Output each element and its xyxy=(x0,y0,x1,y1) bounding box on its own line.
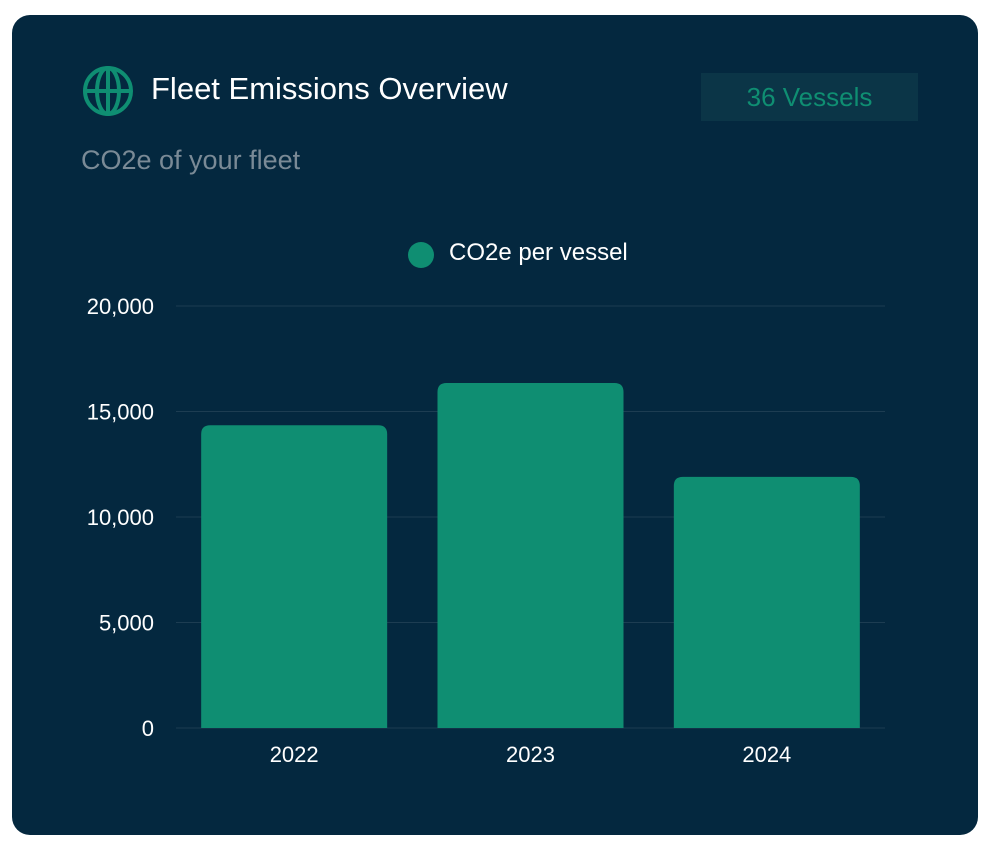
legend-marker xyxy=(408,242,434,268)
y-tick-label: 5,000 xyxy=(99,611,154,636)
legend: CO2e per vessel xyxy=(408,239,628,268)
x-axis: 2022 2023 2024 xyxy=(270,742,792,767)
bar-chart: 0 5,000 10,000 15,000 20,000 2022 2023 2024 CO… xyxy=(87,239,885,767)
y-tick-label: 10,000 xyxy=(87,505,154,530)
y-tick-label: 15,000 xyxy=(87,400,154,425)
bar-2023 xyxy=(437,383,624,728)
bars xyxy=(201,383,860,728)
y-tick-label: 0 xyxy=(142,716,154,741)
vessel-count-badge: 36 Vessels xyxy=(701,73,918,121)
emissions-card: Fleet Emissions Overview 36 Vessels CO2e… xyxy=(12,15,978,835)
y-axis: 0 5,000 10,000 15,000 20,000 xyxy=(87,294,154,741)
x-tick-label: 2022 xyxy=(270,742,319,767)
bar-2022 xyxy=(201,425,388,728)
legend-label[interactable]: CO2e per vessel xyxy=(449,239,628,266)
card-subtitle: CO2e of your fleet xyxy=(81,145,301,175)
y-tick-label: 20,000 xyxy=(87,294,154,319)
card-title: Fleet Emissions Overview xyxy=(151,71,508,106)
x-tick-label: 2024 xyxy=(742,742,791,767)
x-tick-label: 2023 xyxy=(506,742,555,767)
globe-icon xyxy=(83,66,133,116)
bar-2024 xyxy=(673,476,860,728)
